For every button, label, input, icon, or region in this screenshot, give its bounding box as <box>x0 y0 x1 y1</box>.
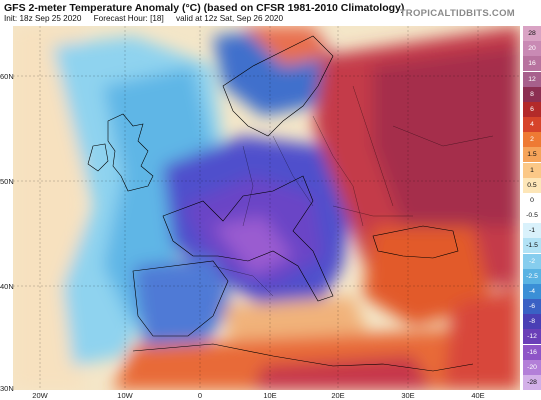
colorbar-tick-label: -1 <box>523 223 541 239</box>
brand-watermark: TROPICALTIDBITS.COM <box>399 8 515 19</box>
black-sea-coast <box>372 225 459 259</box>
lon-label-20w: 20W <box>32 391 48 400</box>
colorbar-tick-label: 0.5 <box>523 177 541 193</box>
anomaly-field <box>13 26 520 390</box>
lon-label-10e: 10E <box>263 391 277 400</box>
lat-label-50n: 50N <box>0 177 14 186</box>
lon-label-40e: 40E <box>471 391 485 400</box>
ireland-coast <box>87 143 109 172</box>
france-italy-coast <box>162 175 334 302</box>
valid-time: valid at 12z Sat, Sep 26 2020 <box>176 14 284 23</box>
lat-label-30n: 30N <box>0 384 14 393</box>
colorbar-tick-label: -1.5 <box>523 238 541 254</box>
north-africa-coast <box>132 343 474 372</box>
lon-label-20e: 20E <box>331 391 345 400</box>
forecast-hour: Forecast Hour: [18] <box>93 14 164 23</box>
scandinavia-coast <box>222 35 334 137</box>
map-header: GFS 2-meter Temperature Anomaly (°C) (ba… <box>0 0 541 26</box>
map-title: GFS 2-meter Temperature Anomaly (°C) (ba… <box>4 2 405 14</box>
colorbar-tick-label: -16 <box>523 344 541 360</box>
colorbar-tick-label: 12 <box>523 71 541 87</box>
lon-label-0: 0 <box>197 391 203 400</box>
coastlines <box>87 35 474 372</box>
lon-label-10w: 10W <box>117 391 133 400</box>
colorbar-tick-label: 6 <box>523 101 541 117</box>
colorbar-tick-label: -6 <box>523 299 541 315</box>
colorbar-tick-label: 0 <box>523 192 541 208</box>
borders <box>212 85 494 297</box>
colorbar: 28 20 16 12 8 6 4 2 1.5 1 0.5 0 -0.5 -1 -1.5 -2 -2.5 -4 -6… <box>523 26 541 390</box>
colorbar-tick-label: -2.5 <box>523 268 541 284</box>
colorbar-tick-label: 1.5 <box>523 147 541 163</box>
grid <box>13 26 520 390</box>
colorbar-tick-label: 16 <box>523 56 541 72</box>
colorbar-tick-label: 20 <box>523 41 541 57</box>
colorbar-tick-label: 8 <box>523 86 541 102</box>
colorbar-tick-label: 4 <box>523 117 541 133</box>
colorbar-tick-label: -2 <box>523 253 541 269</box>
map-canvas <box>13 26 520 390</box>
map-subtitle: Init: 18z Sep 25 2020 Forecast Hour: [18… <box>4 14 293 23</box>
lat-label-40n: 40N <box>0 282 14 291</box>
colorbar-tick-label: -0.5 <box>523 208 541 224</box>
anomaly-map <box>13 26 520 390</box>
colorbar-tick-label: 1 <box>523 162 541 178</box>
iberia-coast <box>132 260 229 337</box>
lon-label-30e: 30E <box>401 391 415 400</box>
britain-coast <box>107 113 154 192</box>
colorbar-tick-label: 28 <box>523 26 541 42</box>
lat-label-60n: 60N <box>0 72 14 81</box>
init-time: Init: 18z Sep 25 2020 <box>4 14 82 23</box>
colorbar-tick-label: 2 <box>523 132 541 148</box>
colorbar-tick-label: -12 <box>523 329 541 345</box>
colorbar-tick-label: -8 <box>523 314 541 330</box>
colorbar-tick-label: -20 <box>523 359 541 375</box>
colorbar-tick-label: -28 <box>523 374 541 390</box>
colorbar-tick-label: -4 <box>523 283 541 299</box>
